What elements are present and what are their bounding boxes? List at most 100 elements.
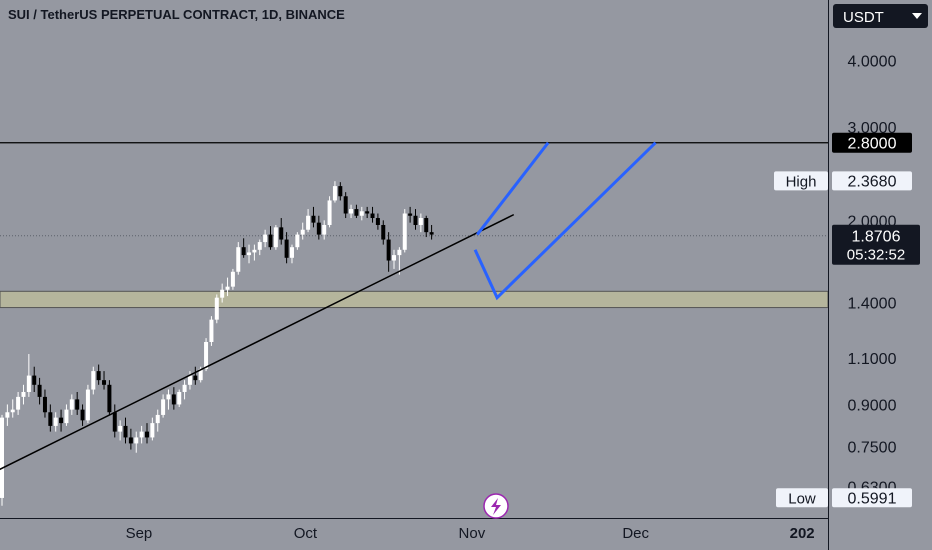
candle-bull [0, 417, 4, 498]
candle-bear [381, 224, 386, 240]
candle-bear [112, 412, 117, 432]
candle-bear [338, 186, 343, 197]
candle-bull [134, 437, 139, 444]
candle-bull [252, 249, 257, 253]
y-tick-label: 1.4000 [848, 296, 897, 313]
candle-bull [21, 391, 26, 397]
candle-bull [53, 417, 58, 426]
candle-bull [161, 399, 166, 415]
x-tick-label: Nov [459, 525, 486, 542]
low-value: 0.5991 [848, 490, 897, 507]
candle-bull [69, 399, 74, 410]
candle-bear [268, 234, 273, 248]
candle-bull [300, 229, 305, 235]
high-label: High [786, 173, 817, 190]
candle-bull [177, 391, 182, 405]
candle-bull [214, 297, 219, 320]
candle-bear [107, 384, 112, 413]
candle-bear [365, 211, 370, 214]
candle-bull [198, 368, 203, 381]
projection-path [476, 141, 550, 236]
last-price-badge [832, 224, 920, 265]
candle-bull [327, 200, 332, 225]
y-tick-label: 1.1000 [848, 351, 897, 368]
candle-bull [397, 249, 402, 256]
candle-bull [91, 371, 96, 390]
x-tick-label: Sep [126, 525, 153, 542]
candle-bull [236, 247, 241, 272]
candle-bear [413, 215, 418, 225]
low-value-pill [832, 488, 912, 508]
candle-bull [273, 227, 278, 248]
resistance-price-text: 2.8000 [848, 136, 897, 153]
candle-bull [150, 423, 155, 438]
candle-bull [5, 412, 10, 418]
low-label-pill [776, 488, 828, 508]
candle-bull [118, 425, 123, 432]
candle-bull [10, 409, 15, 413]
candle-bear [128, 437, 133, 444]
candle-bull [204, 341, 209, 369]
candle-bull [295, 234, 300, 248]
candle-bear [429, 232, 434, 235]
candle-bull [418, 218, 423, 225]
candle-bear [311, 215, 316, 223]
candle-bear [424, 218, 429, 233]
candle-bull [247, 252, 252, 256]
candle-bull [359, 211, 364, 216]
candle-bear [37, 384, 42, 397]
x-tick-label: Oct [294, 525, 318, 542]
high-value: 2.3680 [848, 173, 897, 190]
candle-bear [123, 425, 128, 438]
candle-bear [80, 409, 85, 421]
candle-bull [139, 431, 144, 438]
candle-bull [166, 394, 171, 400]
x-tick-label: 202 [790, 525, 815, 542]
candle-bull [26, 375, 31, 392]
last-price-text: 1.8706 [852, 229, 901, 246]
candle-bear [279, 227, 284, 240]
countdown-text: 05:32:52 [847, 247, 905, 264]
candle-bear [102, 380, 107, 385]
candle-bear [48, 412, 53, 426]
candle-bull [85, 389, 90, 421]
candle-bear [59, 417, 64, 424]
candle-bear [96, 371, 101, 381]
support-zone [0, 290, 829, 309]
candle-bull [402, 213, 407, 250]
candle-bull [187, 375, 192, 385]
lightning-bolt-glyph [491, 498, 501, 515]
candle-bull [230, 271, 235, 287]
candle-bear [354, 209, 359, 216]
projection-path [473, 141, 657, 301]
candle-bear [75, 399, 80, 410]
candle-bull [220, 289, 225, 298]
candle-bear [284, 239, 289, 258]
candle-bull [306, 215, 311, 230]
y-tick-label: 3.0000 [848, 120, 897, 137]
currency-selector [833, 4, 928, 28]
candle-bear [42, 396, 47, 413]
y-tick-label: 4.0000 [848, 53, 897, 70]
resistance-price-badge [832, 132, 912, 153]
candle-bear [343, 196, 348, 214]
candle-bear [386, 239, 391, 261]
candle-bull [64, 409, 69, 424]
high-label-pill [774, 171, 828, 191]
candle-bear [375, 218, 380, 225]
candle-bear [408, 213, 413, 216]
chart-title: SUI / TetherUS PERPETUAL CONTRACT, 1D, B… [8, 7, 345, 22]
candle-bull [209, 319, 214, 342]
candle-bull [182, 384, 187, 392]
candle-bull [225, 286, 230, 290]
currency-label: USDT [843, 9, 884, 26]
trend-line [0, 213, 515, 471]
candle-bear [316, 222, 321, 235]
candle-bull [155, 414, 160, 424]
candle-bull [263, 234, 268, 243]
candle-bear [171, 394, 176, 405]
candle-bull [332, 186, 337, 201]
high-value-pill [832, 171, 912, 191]
candle-bull [289, 247, 294, 258]
